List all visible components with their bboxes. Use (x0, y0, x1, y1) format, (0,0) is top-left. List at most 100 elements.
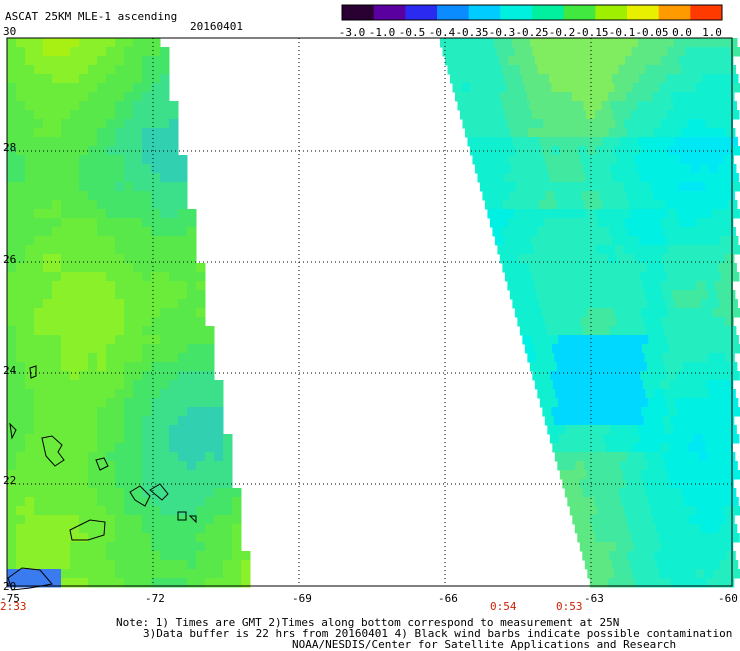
swath-cell (594, 110, 605, 120)
swath-cell (608, 515, 618, 525)
swath-cell (34, 101, 44, 111)
swath-cell (650, 83, 660, 93)
swath-cell (16, 56, 26, 66)
swath-cell (481, 155, 491, 165)
swath-cell (142, 218, 152, 228)
swath-cell (463, 92, 474, 102)
swath-cell (613, 47, 623, 57)
swath-cell (160, 245, 170, 255)
swath-cell (719, 137, 729, 147)
swath-cell (622, 209, 632, 219)
swath-cell (659, 83, 669, 93)
swath-cell (477, 110, 488, 120)
swath-cell (687, 119, 697, 129)
swath-cell (643, 416, 654, 426)
swath-cell (633, 281, 643, 291)
swath-cell (524, 245, 534, 255)
swath-cell (686, 569, 696, 579)
swath-cell (187, 398, 197, 408)
coastline-andros (41, 435, 65, 467)
swath-cell (124, 236, 134, 246)
swath-cell (106, 317, 116, 327)
swath-cell (543, 119, 553, 129)
swath-cell (486, 173, 496, 183)
swath-cell (591, 326, 602, 336)
swath-cell (97, 353, 107, 363)
swath-cell (25, 83, 35, 93)
swath-cell (589, 317, 599, 327)
swath-cell (579, 56, 590, 66)
swath-cell (61, 119, 71, 129)
swath-cell (196, 308, 206, 318)
swath-cell (682, 263, 692, 273)
swath-cell (588, 443, 598, 453)
swath-cell (88, 236, 98, 246)
swath-cell (133, 254, 143, 264)
swath-cell (643, 578, 654, 588)
swath-cell (151, 308, 161, 318)
swath-cell (61, 452, 71, 462)
swath-cell (636, 227, 646, 237)
swath-cell (458, 74, 469, 84)
swath-cell (25, 434, 35, 444)
swath-cell (565, 263, 575, 273)
swath-cell (454, 92, 465, 102)
swath-cell (612, 335, 622, 345)
swath-cell (124, 110, 134, 120)
swath-cell (196, 317, 206, 327)
swath-cell (142, 83, 152, 93)
swath-cell (649, 308, 660, 318)
swath-cell (671, 353, 681, 363)
swath-cell (160, 461, 170, 471)
swath-cell (124, 317, 134, 327)
swath-cell (627, 326, 638, 336)
swath-cell (679, 317, 689, 327)
swath-cell (654, 488, 665, 498)
swath-cell (97, 497, 107, 507)
swath-cell (142, 515, 152, 525)
swath-cell (585, 335, 595, 345)
swath-cell (651, 443, 661, 453)
swath-cell (151, 542, 161, 552)
swath-cell (106, 353, 116, 363)
swath-cell (124, 299, 134, 309)
swath-cell (583, 524, 594, 534)
swath-cell (712, 146, 723, 156)
swath-cell (178, 506, 188, 516)
swath-cell (232, 488, 242, 498)
swath-cell (25, 353, 35, 363)
swath-cell (719, 236, 730, 246)
swath-cell (34, 533, 44, 543)
swath-cell (151, 155, 161, 165)
swath-cell (169, 389, 179, 399)
swath-cell (70, 398, 80, 408)
swath-cell (477, 173, 487, 183)
swath-cell (564, 488, 575, 498)
swath-cell (594, 335, 604, 345)
swath-cell (79, 56, 89, 66)
swath-cell (692, 461, 702, 471)
swath-cell (151, 263, 161, 273)
swath-cell (633, 218, 644, 228)
swath-cell (133, 227, 143, 237)
swath-cell (34, 209, 44, 219)
swath-cell (142, 110, 152, 120)
swath-cell (16, 569, 26, 579)
swath-cell (566, 137, 576, 147)
swath-cell (494, 236, 505, 246)
swath-cell (97, 182, 107, 192)
swath-cell (178, 191, 188, 201)
swath-cell (97, 506, 107, 516)
swath-cell (539, 137, 549, 147)
swath-cell (88, 362, 98, 372)
swath-cell (598, 578, 609, 588)
swath-cell (581, 452, 592, 462)
swath-cell (619, 425, 629, 435)
swath-cell (169, 533, 179, 543)
swath-cell (706, 254, 717, 264)
swath-cell (609, 65, 619, 75)
swath-cell (699, 326, 710, 336)
swath-cell (655, 101, 665, 111)
swath-cell (602, 398, 613, 408)
swath-cell (70, 551, 80, 561)
